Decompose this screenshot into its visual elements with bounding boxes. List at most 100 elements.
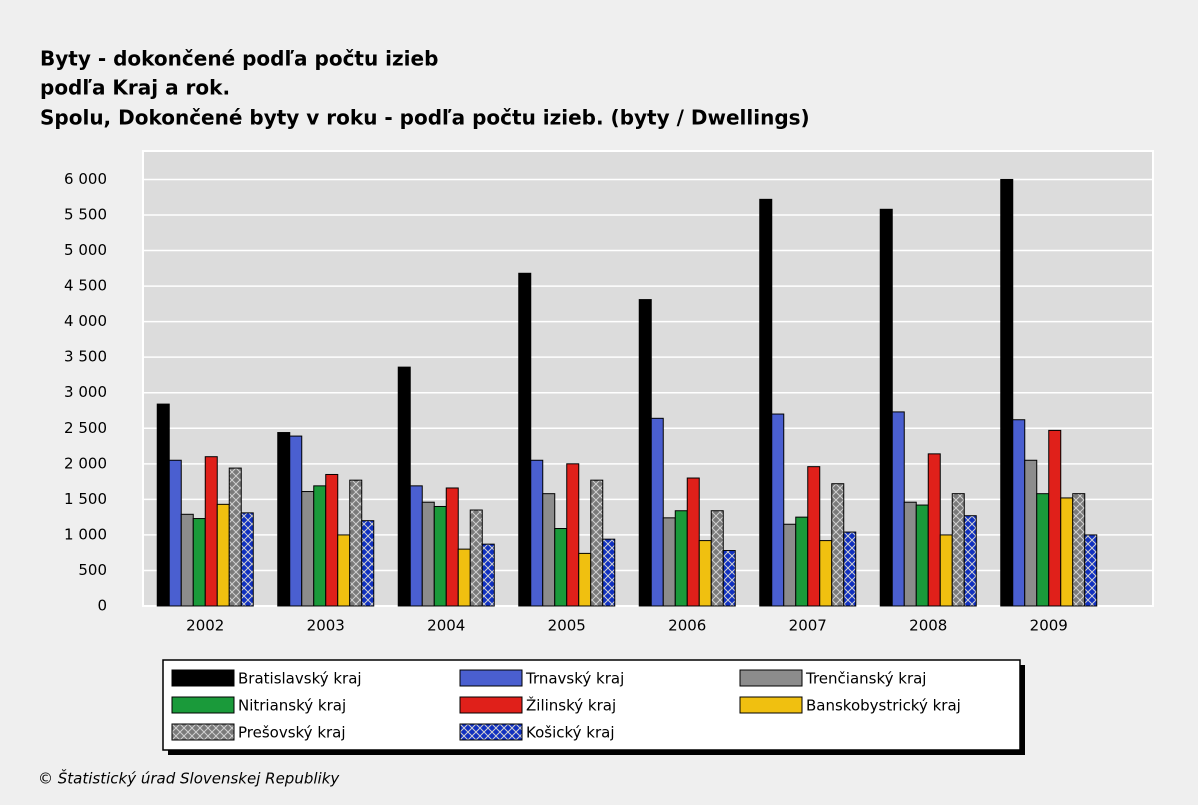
bar	[421, 501, 435, 607]
bar	[771, 413, 785, 607]
bar	[1060, 497, 1074, 607]
bar	[686, 477, 700, 607]
bar	[698, 540, 712, 607]
bar	[445, 487, 459, 607]
bar	[1072, 493, 1086, 607]
legend-label: Žilinský kraj	[526, 696, 616, 715]
bar	[204, 456, 218, 607]
y-tick-label: 4 500	[64, 277, 107, 295]
bar	[277, 432, 291, 607]
bar	[530, 459, 544, 607]
bar	[1024, 459, 1038, 607]
bar	[903, 501, 917, 607]
x-tick-label: 2007	[789, 617, 827, 635]
bar	[843, 531, 857, 607]
y-tick-label: 5 000	[64, 241, 107, 259]
bar	[469, 509, 483, 607]
bar	[650, 417, 664, 607]
bar	[240, 512, 254, 607]
bar	[638, 299, 652, 607]
chart-title: podľa Kraj a rok.	[40, 76, 230, 100]
x-tick-label: 2006	[668, 617, 706, 635]
legend-swatch	[739, 669, 803, 687]
y-tick-label: 3 000	[64, 383, 107, 401]
bar	[1000, 178, 1014, 607]
bar	[325, 473, 339, 607]
y-tick-label: 5 500	[64, 205, 107, 223]
bar	[337, 534, 351, 607]
y-tick-label: 2 500	[64, 419, 107, 437]
y-tick-label: 3 500	[64, 348, 107, 366]
x-tick-label: 2009	[1030, 617, 1068, 635]
x-tick-label: 2004	[427, 617, 465, 635]
bar	[722, 550, 736, 607]
bar	[1036, 493, 1050, 607]
legend-swatch	[459, 696, 523, 714]
bar	[939, 534, 953, 607]
legend-label: Trnavský kraj	[525, 670, 624, 688]
bar	[578, 552, 592, 607]
y-tick-label: 0	[97, 597, 107, 615]
legend-swatch	[739, 696, 803, 714]
legend-swatch	[171, 696, 235, 714]
bar	[457, 548, 471, 607]
legend-label: Prešovský kraj	[238, 724, 346, 742]
bar	[156, 403, 170, 607]
bar	[710, 510, 724, 607]
bar	[759, 198, 773, 607]
y-tick-label: 6 000	[64, 170, 107, 188]
legend-swatch	[171, 669, 235, 687]
legend-swatch	[171, 723, 235, 741]
bar	[566, 463, 580, 607]
bar	[602, 538, 616, 607]
bar	[349, 479, 363, 607]
x-tick-label: 2005	[548, 617, 586, 635]
bar	[1048, 429, 1062, 607]
chart-title: Spolu, Dokončené byty v roku - podľa poč…	[40, 106, 810, 130]
bar	[409, 485, 423, 607]
bar	[662, 517, 676, 607]
x-tick-label: 2003	[307, 617, 345, 635]
legend	[162, 659, 1021, 751]
bar	[228, 467, 242, 607]
footer: © Štatistický úrad Slovenskej Republiky	[38, 769, 340, 788]
bar	[963, 515, 977, 607]
bar	[554, 528, 568, 607]
bar	[590, 479, 604, 607]
bar	[783, 523, 797, 607]
y-tick-label: 2 000	[64, 454, 107, 472]
bar	[807, 466, 821, 607]
bar	[518, 272, 532, 607]
bar	[891, 411, 905, 607]
legend-swatch	[459, 669, 523, 687]
bar	[674, 510, 688, 607]
bar	[180, 513, 194, 607]
y-tick-label: 1 500	[64, 490, 107, 508]
legend-swatch	[459, 723, 523, 741]
bar	[1084, 534, 1098, 607]
legend-label: Nitrianský kraj	[238, 697, 346, 715]
bar	[301, 491, 315, 607]
legend-label: Banskobystrický kraj	[806, 697, 961, 715]
bar	[795, 516, 809, 607]
y-tick-label: 500	[78, 561, 107, 579]
bar	[397, 366, 411, 607]
bar	[289, 435, 303, 607]
bar	[313, 485, 327, 607]
bar	[819, 540, 833, 607]
bar	[433, 505, 447, 607]
y-tick-label: 1 000	[64, 525, 107, 543]
legend-label: Bratislavský kraj	[238, 670, 362, 688]
x-tick-label: 2008	[909, 617, 947, 635]
bar	[951, 493, 965, 607]
bar	[361, 520, 375, 607]
bar	[481, 543, 495, 607]
bar	[831, 483, 845, 607]
bar	[168, 459, 182, 607]
chart-title: Byty - dokončené podľa počtu izieb	[40, 47, 438, 71]
bar	[192, 518, 206, 607]
bar	[1012, 419, 1026, 607]
bar	[216, 503, 230, 607]
x-tick-label: 2002	[186, 617, 224, 635]
